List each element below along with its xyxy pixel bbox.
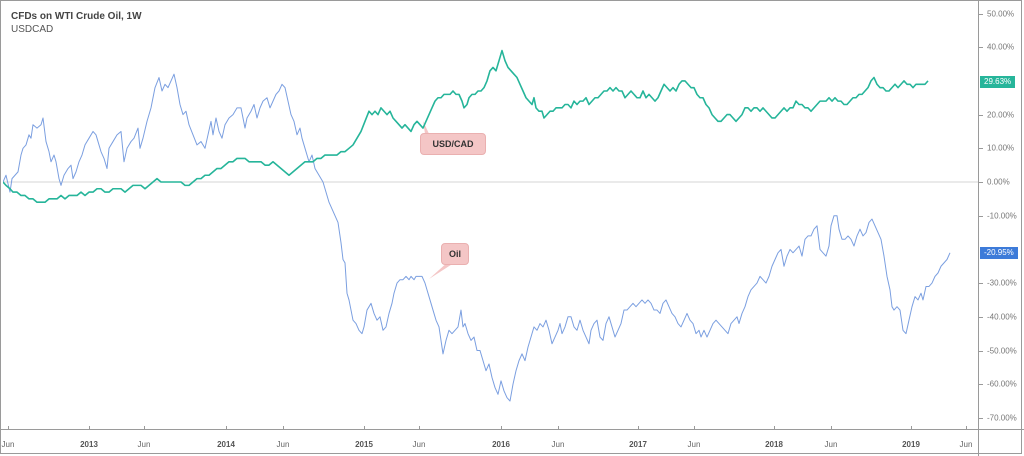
y-tick-mark	[979, 148, 983, 150]
y-tick-label: 50.00%	[987, 9, 1015, 18]
x-tick-mark	[966, 426, 967, 430]
x-tick-mark	[283, 426, 284, 430]
y-tick-mark	[979, 13, 983, 15]
x-tick-label: 2017	[629, 440, 647, 449]
x-tick-label: Jun	[687, 440, 701, 449]
oil-callout: Oil	[441, 243, 469, 265]
usdcad-callout: USD/CAD	[420, 133, 486, 155]
y-tick-mark	[979, 417, 983, 419]
x-tick-mark	[774, 426, 775, 430]
oil-series-line[interactable]	[3, 73, 951, 402]
legend-subtitle: USDCAD	[11, 24, 54, 35]
y-tick-mark	[979, 215, 983, 217]
axis-corner	[978, 429, 1024, 456]
x-tick-mark	[364, 426, 365, 430]
x-tick-mark	[8, 426, 9, 430]
y-tick-mark	[979, 182, 983, 183]
y-tick-label: 0.00%	[987, 177, 1010, 187]
oil-callout-pointer	[429, 261, 457, 279]
x-tick-label: 2014	[217, 440, 235, 449]
x-tick-label: Jun	[137, 440, 151, 449]
x-tick-label: 2019	[902, 440, 920, 449]
x-tick-mark	[638, 426, 639, 430]
y-tick-label: 20.00%	[987, 110, 1015, 120]
y-tick-label: -70.00%	[987, 413, 1017, 423]
x-tick-mark	[501, 426, 502, 430]
y-tick-label: -40.00%	[987, 312, 1017, 322]
y-tick-mark	[979, 47, 983, 49]
y-tick-label: 40.00%	[987, 42, 1015, 52]
x-tick-label: Jun	[824, 440, 838, 449]
y-tick-mark	[979, 283, 983, 285]
x-tick-mark	[911, 426, 912, 430]
y-tick-mark	[979, 350, 983, 352]
y-tick-label: -30.00%	[987, 278, 1017, 288]
y-tick-label: -60.00%	[987, 379, 1017, 389]
x-tick-mark	[89, 426, 90, 430]
x-tick-mark	[144, 426, 145, 430]
y-axis[interactable]: 50.00% 40.00% 20.00% 10.00% 0.00% -10.00% -30.…	[978, 1, 1024, 429]
x-tick-label: 2016	[492, 440, 510, 449]
y-tick-mark	[979, 316, 983, 318]
y-tick-label: -10.00%	[987, 211, 1017, 221]
y-tick-mark	[979, 114, 983, 116]
x-tick-mark	[558, 426, 559, 430]
x-tick-label: 2013	[80, 440, 98, 449]
x-tick-mark	[419, 426, 420, 430]
legend-title: CFDs on WTI Crude Oil, 1W	[11, 11, 142, 22]
x-tick-label: 2015	[355, 440, 373, 449]
x-tick-mark	[694, 426, 695, 430]
y-tick-label: 10.00%	[987, 143, 1015, 153]
y-tick-mark	[979, 384, 983, 386]
legend: CFDs on WTI Crude Oil, 1W USDCAD	[11, 10, 142, 36]
usdcad-callout-label: USD/CAD	[432, 139, 474, 149]
line-chart	[3, 49, 978, 402]
x-tick-label: Jun	[276, 440, 290, 449]
x-tick-label: 2018	[765, 440, 783, 449]
x-tick-label: Jun	[1, 440, 15, 449]
x-axis[interactable]: Jun 2013 Jun 2014 Jun 2015 Jun 2016 Jun 2017 Jun 20…	[1, 426, 978, 456]
oil-callout-label: Oil	[448, 249, 461, 259]
oil-last-value-badge: -20.95%	[980, 246, 1018, 259]
x-tick-label: Jun	[412, 440, 426, 449]
plot-area[interactable]: CFDs on WTI Crude Oil, 1W USDCAD USD/CAD…	[3, 3, 978, 429]
x-tick-mark	[831, 426, 832, 430]
usdcad-series-line[interactable]	[3, 49, 929, 204]
x-tick-label: Jun	[959, 440, 973, 449]
x-tick-label: Jun	[551, 440, 565, 449]
y-tick-label: -50.00%	[987, 346, 1017, 355]
x-tick-mark	[226, 426, 227, 430]
usdcad-last-value-badge: 29.63%	[980, 76, 1016, 89]
